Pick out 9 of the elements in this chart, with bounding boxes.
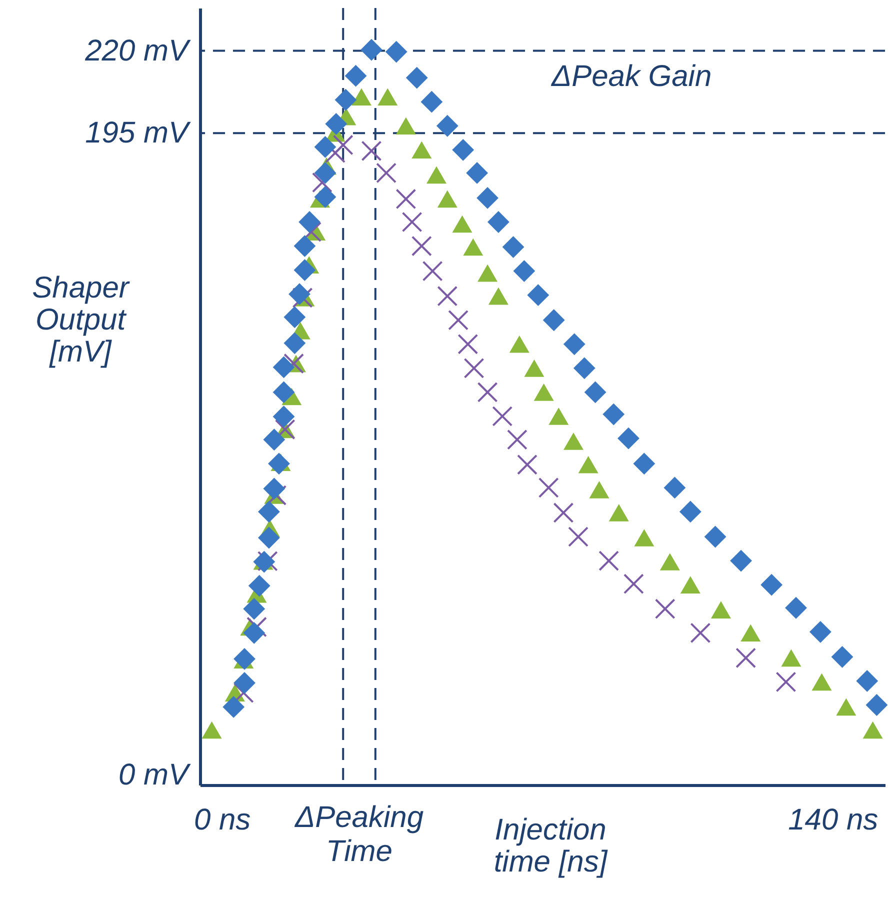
y-tick-label: 195 mV (85, 116, 192, 150)
x-tick-label: 0 ns (194, 804, 251, 836)
y-tick-label: 220 mV (84, 34, 192, 68)
text: ΔPeaking Time (294, 801, 424, 868)
x-axis-title: Injection time [ns] (494, 814, 608, 878)
y-axis-title: Shaper Output [mV] (32, 272, 130, 368)
y-tick-label: 0 mV (118, 758, 192, 792)
x-tick-label: 140 ns (788, 804, 878, 836)
annotation: ΔPeak Gain (550, 60, 712, 93)
